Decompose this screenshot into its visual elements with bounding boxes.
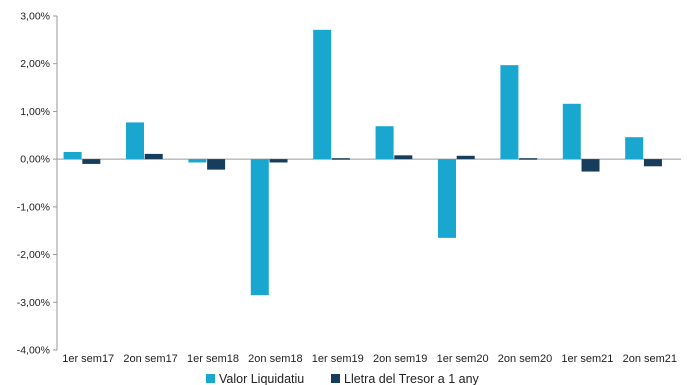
axes — [56, 16, 681, 350]
legend-swatch — [206, 374, 215, 383]
valor-liquidatiu-bar — [500, 65, 519, 160]
valor-liquidatiu-bar — [63, 151, 82, 160]
valor-liquidatiu-bar — [375, 126, 394, 160]
x-category-label: 2on sem21 — [623, 353, 677, 365]
valor-liquidatiu-bar — [562, 103, 581, 160]
legend-label: Lletra del Tresor a 1 any — [344, 372, 480, 385]
lletra-tresor-bar — [331, 158, 350, 160]
legend: Valor Liquidatiu Lletra del Tresor a 1 an… — [206, 372, 480, 385]
x-category-label: 1er sem18 — [187, 353, 239, 365]
x-axis-categories: 1er sem17 2on sem17 1er sem18 2on sem18 1er … — [62, 353, 677, 365]
legend-swatch — [331, 374, 340, 383]
y-tick-label: -1,00% — [17, 201, 50, 213]
valor-liquidatiu-bar — [625, 137, 644, 160]
lletra-tresor-bar — [82, 159, 101, 164]
y-axis-ticks: 3,00% 2,00% 1,00% 0,00% -1,00% -2,00% -3,00% -4… — [17, 11, 57, 357]
lletra-tresor-bar — [456, 155, 475, 160]
x-category-label: 2on sem18 — [248, 353, 302, 365]
lletra-tresor-bar — [643, 159, 662, 167]
lletra-tresor-bar — [519, 158, 538, 160]
x-category-label: 2on sem19 — [373, 353, 427, 365]
lletra-tresor-bar — [207, 159, 226, 170]
lletra-tresor-bar — [269, 159, 288, 163]
y-tick-label: -2,00% — [17, 249, 50, 261]
x-category-label: 1er sem17 — [62, 353, 114, 365]
legend-label: Valor Liquidatiu — [219, 372, 304, 385]
y-tick-label: 1,00% — [20, 106, 50, 118]
x-category-label: 1er sem19 — [312, 353, 364, 365]
lletra-tresor-bar — [394, 155, 413, 160]
valor-liquidatiu-bar — [250, 159, 269, 296]
valor-liquidatiu-bar — [188, 159, 207, 163]
y-tick-label: 0,00% — [20, 154, 50, 166]
y-tick-label: -3,00% — [17, 297, 50, 309]
y-tick-label: 2,00% — [20, 58, 50, 70]
lletra-tresor-bar — [144, 153, 163, 160]
valor-liquidatiu-bar — [438, 159, 456, 238]
lletra-tresor-bar — [581, 159, 600, 172]
x-category-label: 1er sem21 — [561, 353, 613, 365]
valor-liquidatiu-bar — [313, 29, 332, 160]
valor-liquidatiu-bar — [126, 122, 144, 160]
y-tick-label: -4,00% — [17, 345, 50, 357]
x-category-label: 2on sem20 — [498, 353, 552, 365]
y-tick-label: 3,00% — [20, 11, 50, 23]
x-category-label: 2on sem17 — [123, 353, 177, 365]
bars — [63, 29, 662, 296]
x-category-label: 1er sem20 — [437, 353, 489, 365]
